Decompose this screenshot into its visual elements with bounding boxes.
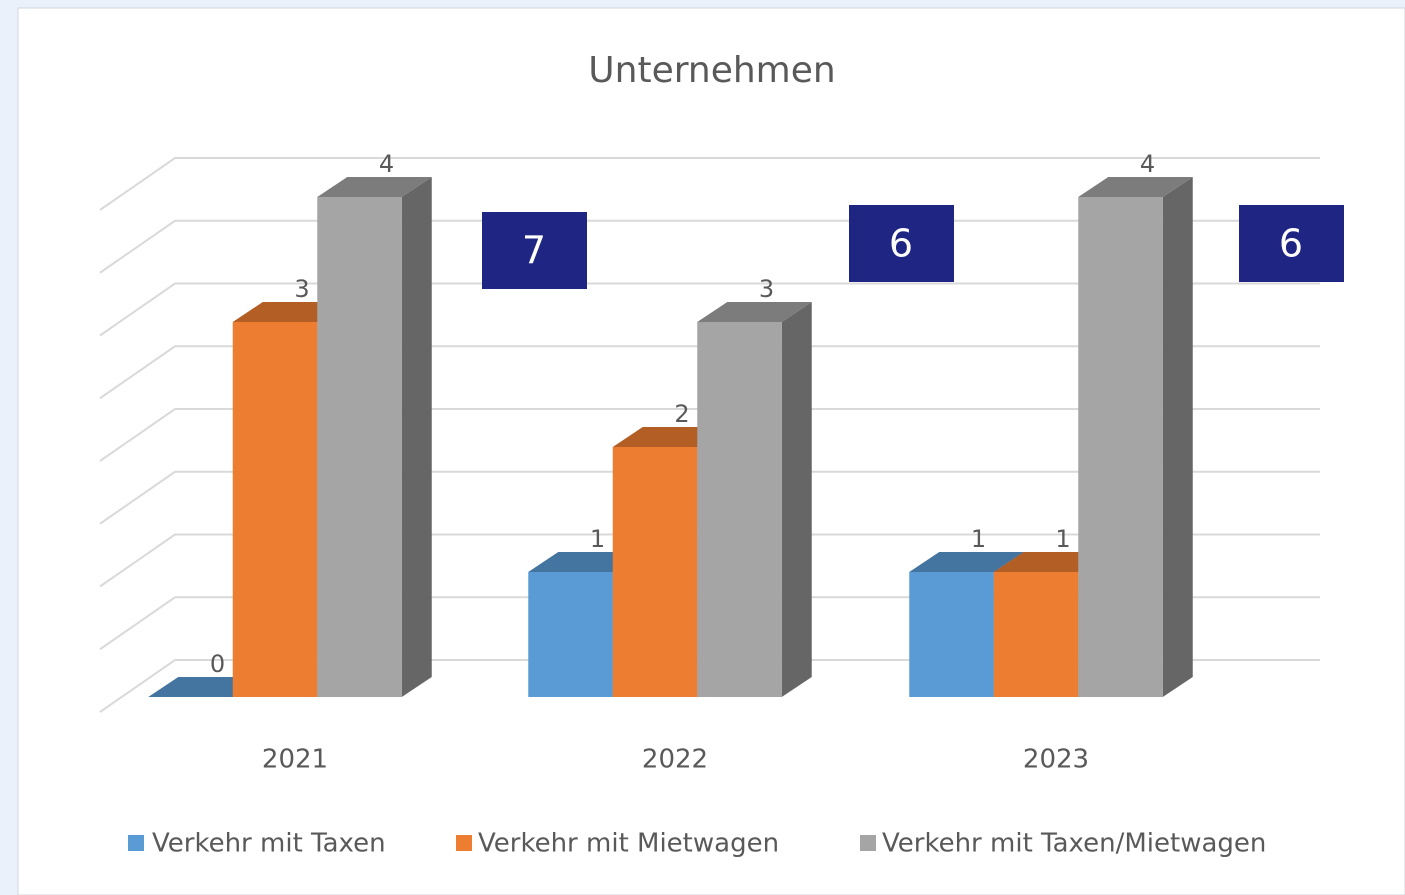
legend-swatch xyxy=(456,835,472,851)
grid-line xyxy=(99,533,1320,588)
total-box xyxy=(1239,205,1344,282)
data-label: 2 xyxy=(674,400,689,428)
x-tick-label: 2023 xyxy=(1023,745,1089,775)
grid-line xyxy=(99,408,1320,462)
bar-side xyxy=(781,302,812,697)
bar xyxy=(1078,197,1163,697)
bar xyxy=(528,572,613,697)
legend-label: Verkehr mit Taxen/Mietwagen xyxy=(882,829,1266,859)
legend-label: Verkehr mit Mietwagen xyxy=(478,829,779,859)
total-label: 7 xyxy=(522,229,546,273)
bar xyxy=(993,572,1079,697)
x-tick-label: 2022 xyxy=(642,745,708,775)
data-label: 1 xyxy=(590,525,605,553)
total-label: 6 xyxy=(889,222,913,266)
bar xyxy=(612,447,698,697)
data-label: 1 xyxy=(1055,525,1070,553)
bar-top xyxy=(1078,177,1193,197)
bar-top xyxy=(317,177,432,197)
grid-line xyxy=(99,157,1320,211)
bar xyxy=(317,197,402,697)
bar-side xyxy=(1162,177,1193,697)
bar-top xyxy=(909,552,1024,572)
data-label: 3 xyxy=(759,275,774,303)
bar-side xyxy=(401,177,432,697)
total-box xyxy=(849,205,954,282)
bar xyxy=(909,572,994,697)
legend-swatch xyxy=(860,835,876,851)
data-label: 1 xyxy=(971,525,986,553)
legend-swatch xyxy=(128,835,144,851)
bar xyxy=(697,322,782,697)
data-label: 4 xyxy=(1140,150,1155,178)
x-tick-label: 2021 xyxy=(262,745,328,775)
grid-line xyxy=(99,282,1320,337)
chart-title: Unternehmen xyxy=(588,50,835,91)
total-label: 6 xyxy=(1279,222,1303,266)
data-label: 0 xyxy=(210,650,225,678)
legend-label: Verkehr mit Taxen xyxy=(152,829,386,859)
bar xyxy=(232,322,318,697)
bar-top xyxy=(697,302,812,322)
data-label: 4 xyxy=(379,150,394,178)
total-box xyxy=(482,212,587,289)
data-label: 3 xyxy=(294,275,309,303)
grid-line xyxy=(99,470,1320,525)
grid-line xyxy=(99,345,1320,400)
